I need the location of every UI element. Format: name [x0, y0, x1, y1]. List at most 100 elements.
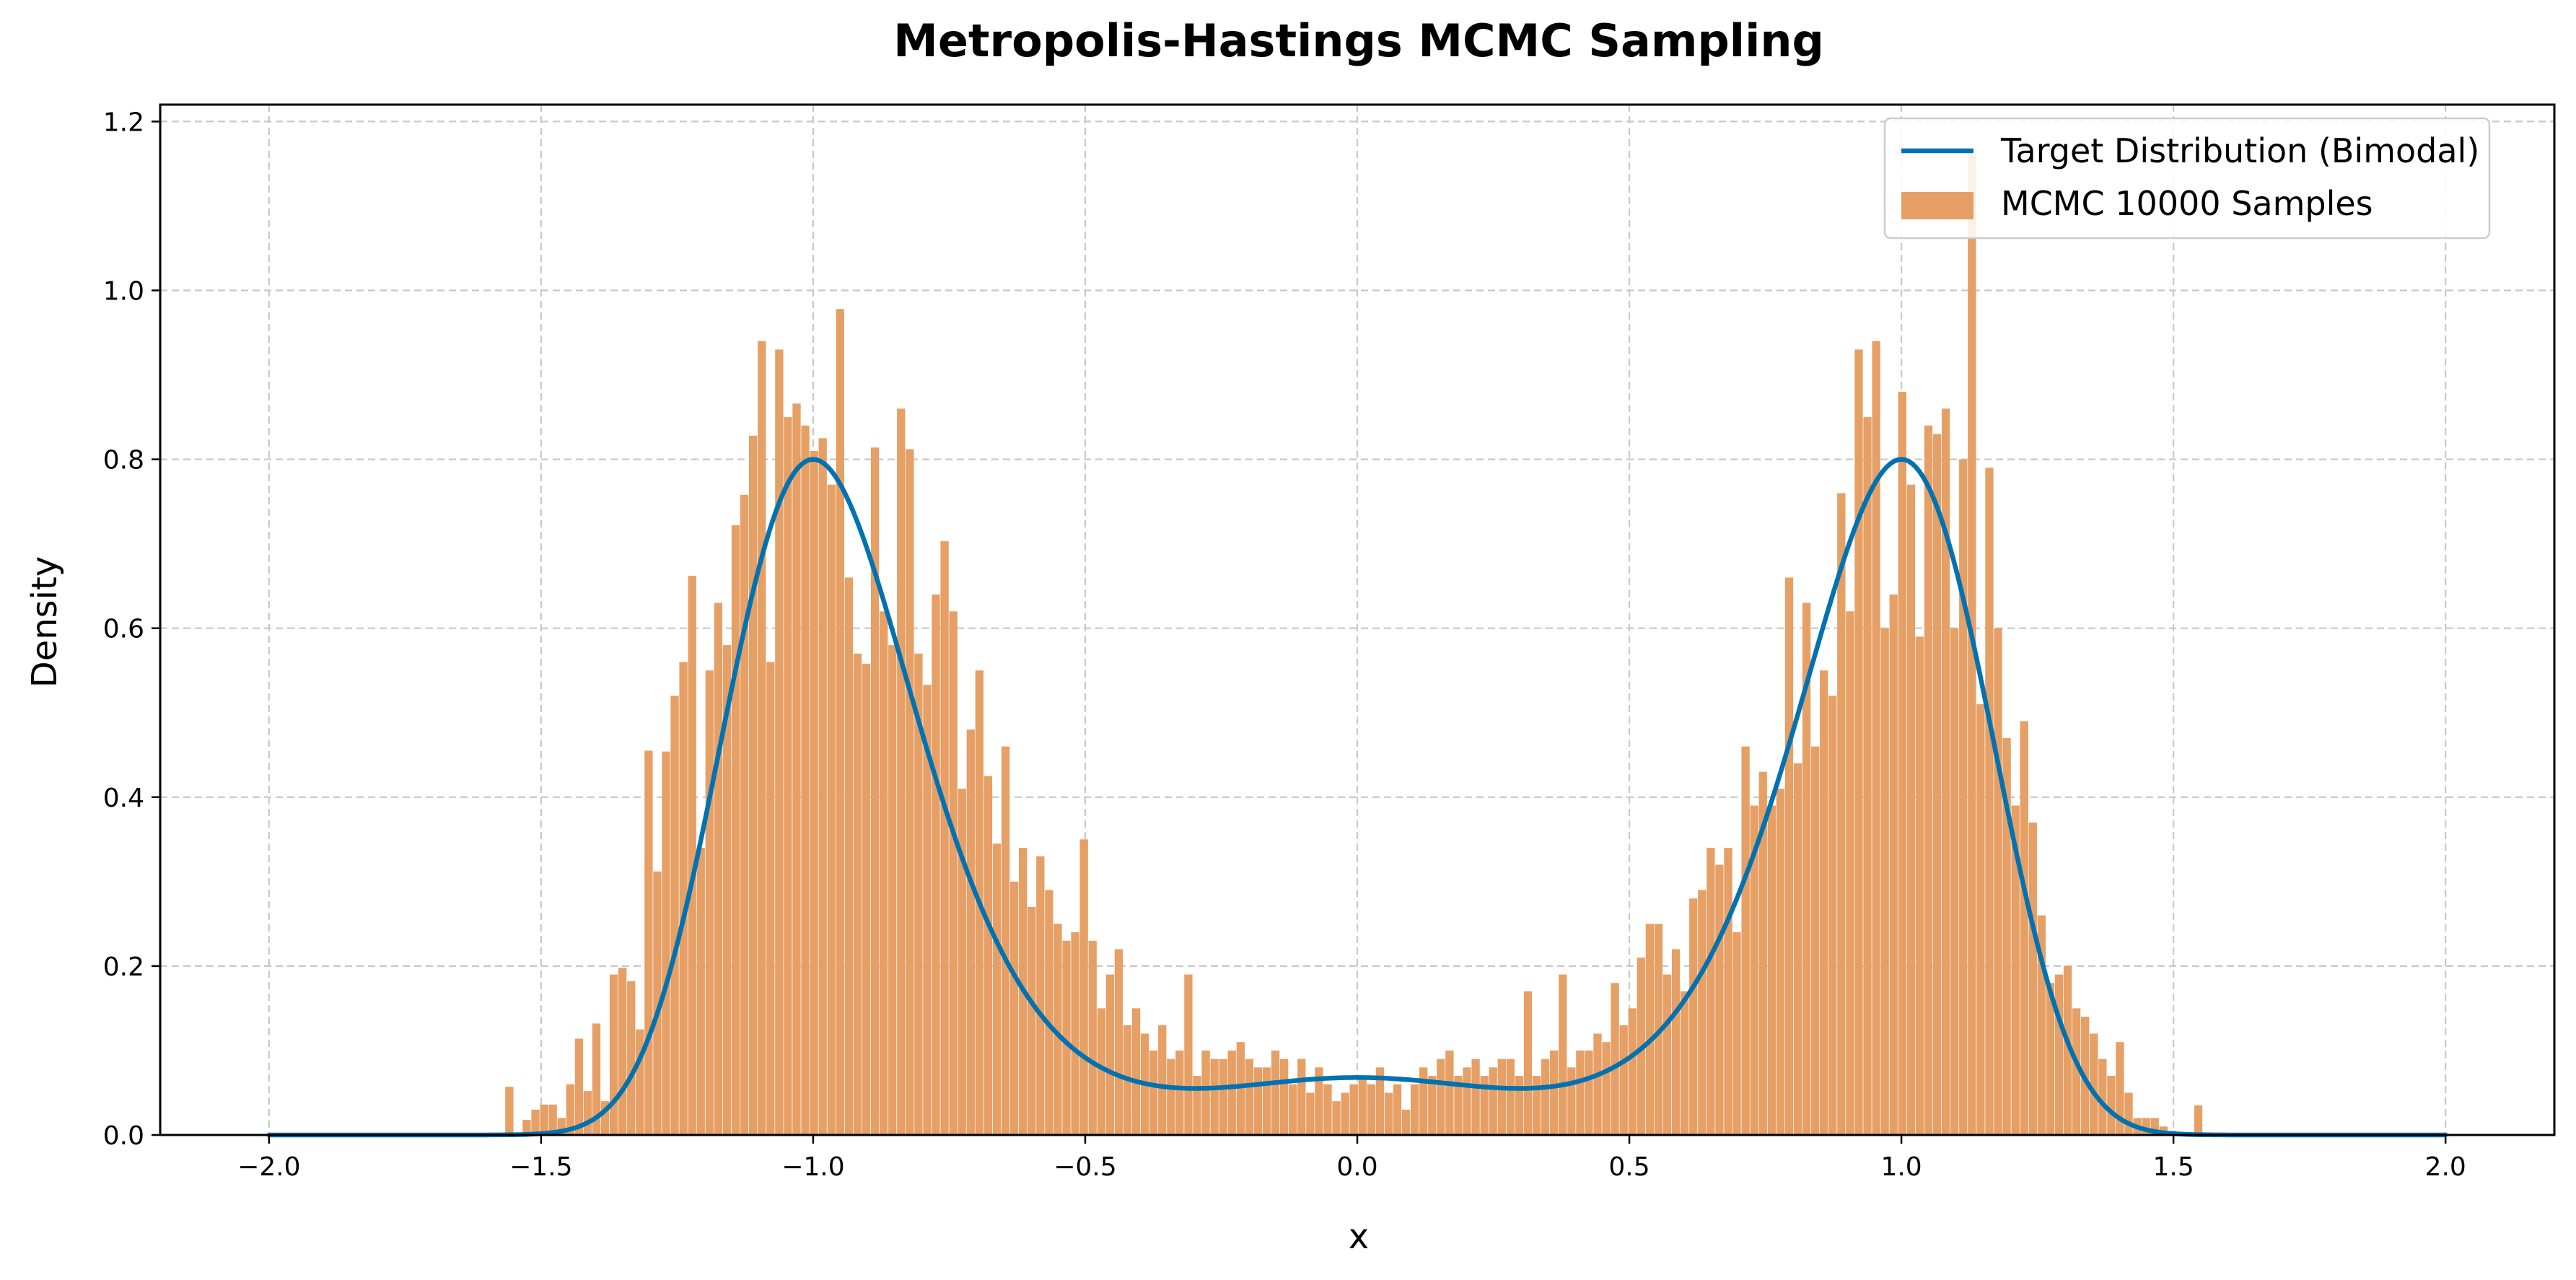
histogram-bar [2028, 822, 2037, 1135]
histogram-bar [1985, 468, 1994, 1135]
x-tick-label: −0.5 [1053, 1152, 1116, 1182]
histogram-bar [679, 662, 688, 1135]
histogram-bar [1932, 434, 1942, 1135]
histogram-bar [1114, 949, 1123, 1135]
target-distribution-line [266, 457, 2448, 1138]
histogram-bar [1332, 1101, 1341, 1135]
histogram-bar [870, 447, 880, 1135]
histogram-bar [540, 1104, 548, 1135]
histogram-bar [1097, 1008, 1105, 1135]
histogram-bar [505, 1087, 514, 1135]
histogram-bar [2072, 1008, 2081, 1135]
histogram-bar [1253, 1067, 1263, 1135]
histogram-bar [1437, 1058, 1445, 1135]
histogram-bar [1053, 924, 1062, 1135]
histogram-bar [1567, 1067, 1576, 1135]
legend-label-samples: MCMC 10000 Samples [2001, 184, 2373, 223]
histogram-bar [2150, 1118, 2159, 1135]
histogram-bar [1976, 704, 1985, 1135]
histogram-bar [2037, 915, 2046, 1135]
histogram-bar [731, 525, 740, 1135]
histogram-bar [1358, 1076, 1367, 1135]
y-tick-label: 0.2 [103, 952, 144, 982]
histogram-bar [2011, 805, 2020, 1135]
histogram-bar [636, 1029, 644, 1135]
histogram-bar [1802, 602, 1811, 1135]
x-axis-title: x [1349, 1217, 1369, 1257]
histogram-bar [1167, 1058, 1175, 1135]
histogram-bar [853, 653, 862, 1135]
histogram-bar [1306, 1092, 1315, 1135]
histogram-bar [1201, 1050, 1210, 1135]
legend-bar-swatch [1901, 192, 1973, 219]
histogram-bar [784, 417, 792, 1135]
histogram-bar [1915, 636, 1924, 1135]
x-tick-label: 0.0 [1336, 1152, 1377, 1182]
histogram-bar [740, 494, 749, 1135]
histogram-bar [1724, 848, 1732, 1135]
histogram-bar [932, 594, 940, 1135]
histogram-bar [1489, 1067, 1497, 1135]
histogram-bar [766, 662, 775, 1135]
histogram-bar [1750, 805, 1758, 1135]
histogram-bar [574, 1038, 584, 1135]
histogram-bar [1184, 974, 1193, 1135]
histogram-bar [1210, 1058, 1219, 1135]
histogram-bar [810, 450, 818, 1135]
histogram-bar [1741, 746, 1750, 1135]
histogram-bar [1028, 906, 1036, 1135]
histogram-bar [966, 729, 975, 1135]
histogram-bar [688, 576, 696, 1135]
histogram-bar [1271, 1050, 1280, 1135]
histogram-bar [2124, 1092, 2133, 1135]
histogram-bar [1262, 1067, 1271, 1135]
histogram-bar [1758, 771, 1767, 1135]
legend-label-target: Target Distribution (Bimodal) [2000, 131, 2479, 170]
histogram-bar [1384, 1092, 1393, 1135]
x-tick-label: 1.0 [1880, 1152, 1922, 1182]
histogram-bar [592, 1023, 601, 1135]
histogram-bar [1297, 1058, 1306, 1135]
histogram-bar [696, 848, 705, 1135]
histogram-bar [1863, 417, 1872, 1135]
histogram-bar [1767, 805, 1776, 1135]
histogram-bar [983, 776, 993, 1135]
histogram-bar [758, 341, 766, 1136]
histogram-bar [1837, 493, 1846, 1135]
histogram-bar [1532, 1076, 1541, 1135]
legend-box [1883, 117, 2491, 240]
histogram-bar [1820, 670, 1828, 1135]
legend: Target Distribution (Bimodal) MCMC 10000… [1883, 117, 2491, 240]
histogram-bar [862, 663, 871, 1135]
histogram-bar [1419, 1067, 1428, 1135]
histogram-bar [1506, 1058, 1515, 1135]
y-tick-label: 0.0 [103, 1121, 144, 1151]
x-tick-label: −1.5 [509, 1152, 572, 1182]
histogram-bar [618, 968, 627, 1135]
histogram-bar [1227, 1050, 1236, 1135]
histogram-bar [1698, 890, 1707, 1135]
histogram-bar [818, 438, 827, 1135]
histogram-bar [949, 611, 958, 1135]
histogram-bar [2002, 737, 2011, 1135]
histogram-bar [1410, 1084, 1419, 1135]
histogram-bar [1810, 746, 1820, 1135]
histogram-bar [1732, 932, 1741, 1135]
histogram-bar [1071, 932, 1079, 1135]
histogram-bar [1715, 864, 1724, 1135]
histogram-bar [1175, 1050, 1184, 1135]
histogram-bar [2107, 1076, 2116, 1135]
histogram-bar [775, 349, 784, 1135]
histogram-bar [1550, 1050, 1559, 1135]
histogram-bar [1854, 349, 1863, 1135]
histogram-bar [1001, 746, 1010, 1135]
histogram-bar [627, 981, 636, 1135]
histogram-bar [958, 789, 966, 1135]
histogram-bar [914, 653, 923, 1135]
histogram-bar [1401, 1109, 1411, 1135]
x-tick-label: 1.5 [2153, 1152, 2194, 1182]
histogram-bar [906, 449, 914, 1135]
histogram-bar [1323, 1084, 1332, 1135]
histogram-bar [844, 577, 854, 1135]
histogram-bar [1959, 459, 1968, 1135]
